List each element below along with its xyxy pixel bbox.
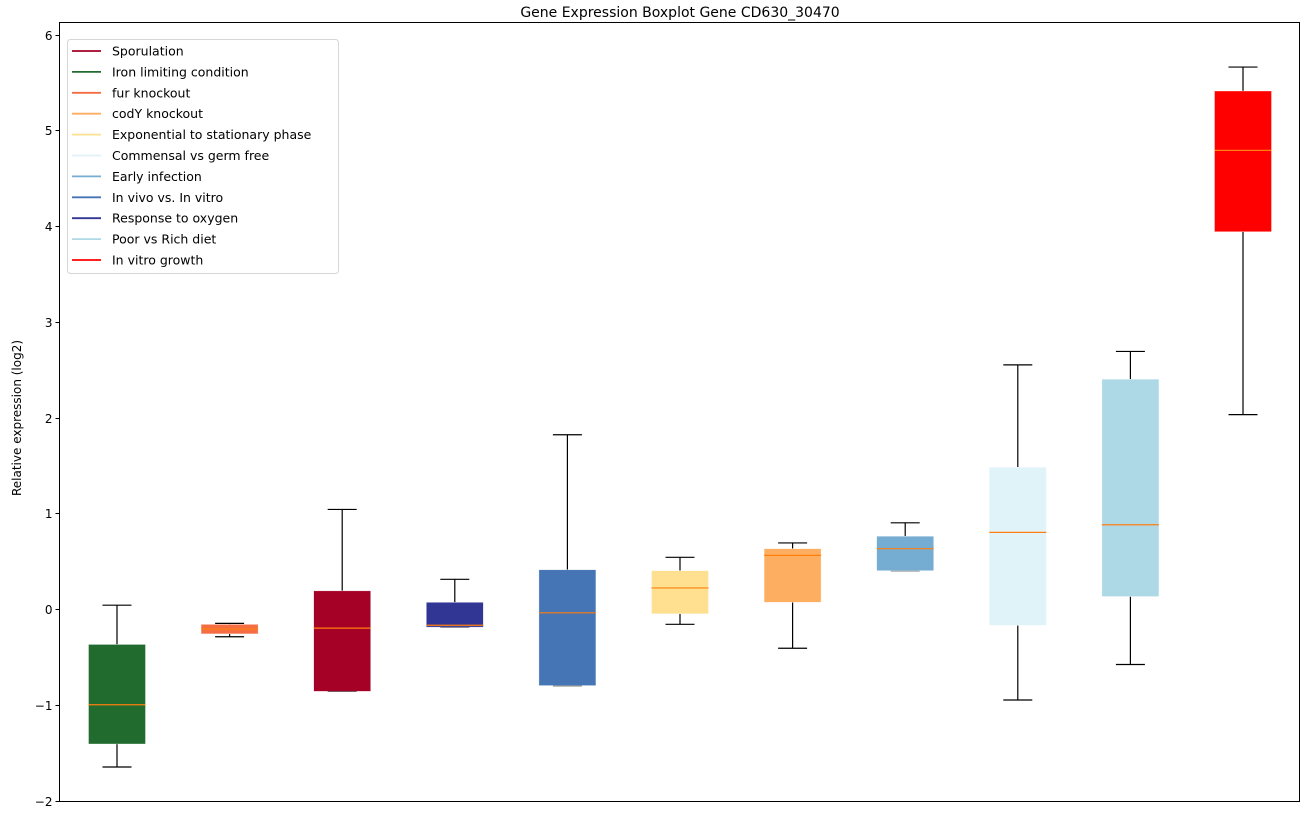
box <box>1214 90 1272 233</box>
legend-label: Poor vs Rich diet <box>112 232 216 247</box>
y-tick-label: 5 <box>45 124 53 138</box>
box-group <box>425 578 484 628</box>
legend-item: Sporulation <box>72 44 184 59</box>
legend: Sporulation Iron limiting condition fur kn… <box>67 39 339 274</box>
box <box>876 535 935 571</box>
legend-item: Poor vs Rich diet <box>72 232 216 247</box>
y-tick-label: 2 <box>45 412 53 426</box>
y-tick-label: 6 <box>45 29 53 43</box>
legend-item: Response to oxygen <box>72 211 238 226</box>
y-tick-label: 1 <box>45 507 53 521</box>
y-tick-label: 0 <box>45 603 53 617</box>
legend-item: In vitro growth <box>72 253 203 268</box>
box-group <box>763 542 822 649</box>
box <box>88 644 146 745</box>
y-axis: −2 −1 0 1 2 3 4 5 6 <box>35 29 60 809</box>
box-group <box>538 434 597 687</box>
legend-item: In vivo vs. In vitro <box>72 190 223 205</box>
legend-label: codY knockout <box>112 106 203 121</box>
box <box>763 548 822 603</box>
legend-item: codY knockout <box>72 106 203 121</box>
box <box>1101 378 1160 597</box>
legend-label: Early infection <box>112 169 202 184</box>
box-group <box>313 508 372 692</box>
chart-title: Gene Expression Boxplot Gene CD630_30470 <box>520 5 839 21</box>
legend-item: fur knockout <box>72 85 190 100</box>
box-group <box>200 622 259 638</box>
legend-label: Commensal vs germ free <box>112 148 269 163</box>
legend-label: Iron limiting condition <box>112 64 249 79</box>
legend-item: Exponential to stationary phase <box>72 127 312 142</box>
plot-frame <box>59 22 1300 802</box>
y-tick-label: 4 <box>45 220 53 234</box>
box <box>313 590 372 692</box>
box-group <box>876 522 935 572</box>
box-group <box>88 604 146 768</box>
boxes-layer <box>88 66 1272 768</box>
legend-label: In vitro growth <box>112 253 203 268</box>
legend-frame <box>67 39 339 274</box>
box <box>651 570 709 615</box>
box-group <box>988 364 1047 701</box>
legend-label: fur knockout <box>112 85 190 100</box>
y-tick-label: 3 <box>45 316 53 330</box>
legend-item: Commensal vs germ free <box>72 148 269 163</box>
box <box>425 601 484 628</box>
legend-label: Exponential to stationary phase <box>112 127 312 142</box>
y-tick-label: −2 <box>35 795 53 809</box>
legend-item: Iron limiting condition <box>72 64 249 79</box>
y-tick-label: −1 <box>35 699 53 713</box>
legend-item: Early infection <box>72 169 202 184</box>
legend-label: Sporulation <box>112 44 184 59</box>
box-group <box>1214 66 1272 416</box>
box-group <box>651 556 709 625</box>
box-group <box>1101 350 1160 666</box>
legend-label: In vivo vs. In vitro <box>112 190 223 205</box>
box <box>538 569 597 686</box>
y-axis-label: Relative expression (log2) <box>10 340 24 496</box>
box <box>988 466 1047 626</box>
legend-label: Response to oxygen <box>112 211 238 226</box>
